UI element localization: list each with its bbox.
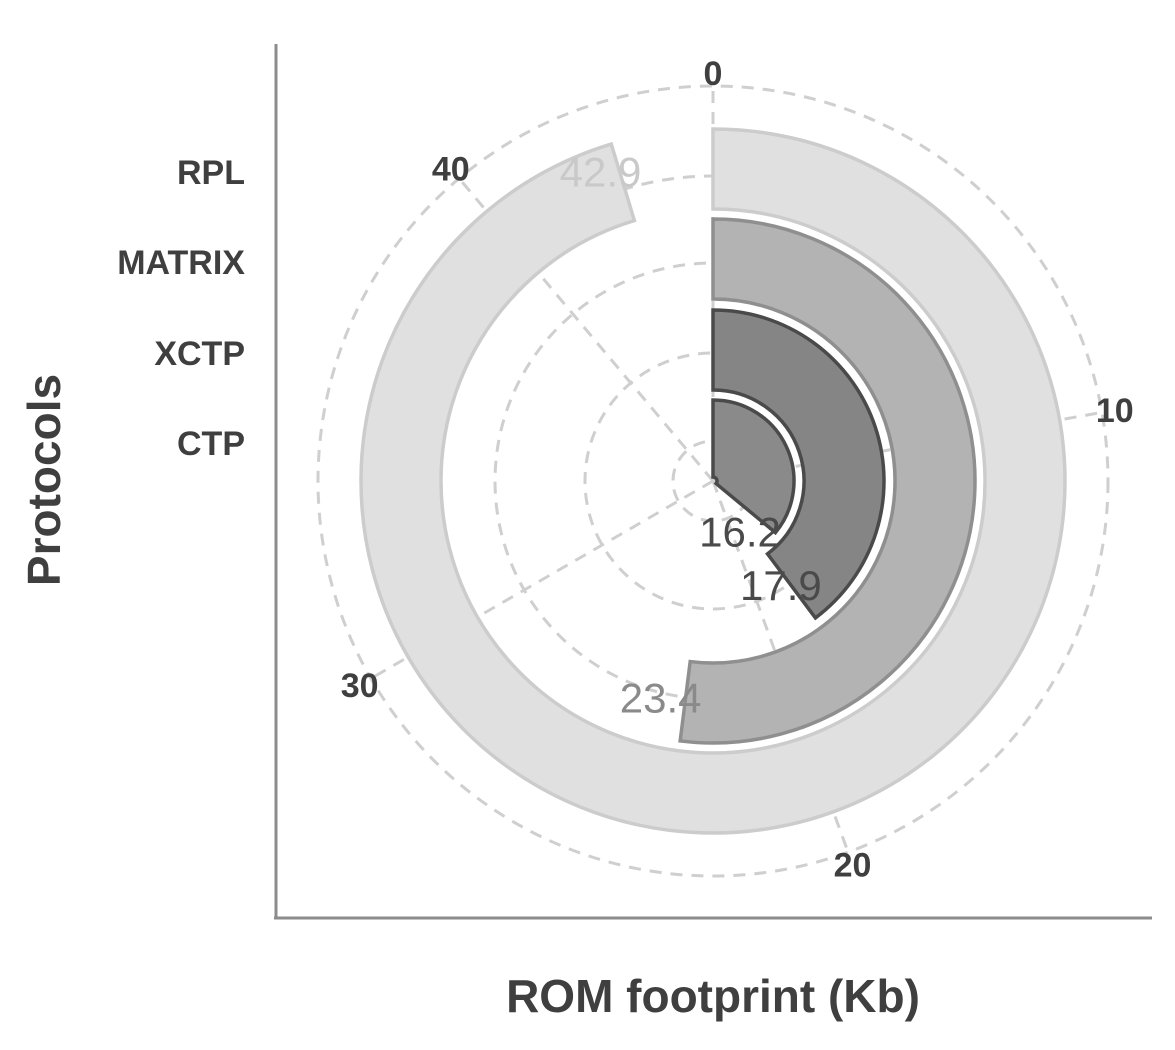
category-label-matrix: MATRIX [117, 244, 245, 282]
grid-spoke [370, 479, 714, 680]
tick-label-40: 40 [432, 150, 470, 188]
value-label-matrix: 23.4 [620, 674, 702, 721]
tick-label-0: 0 [704, 55, 723, 93]
grid-ring [316, 84, 1110, 878]
bar-rpl [359, 127, 1067, 835]
value-label-ctp: 16.2 [699, 509, 781, 556]
category-label-rpl: RPL [177, 154, 245, 192]
tick-label-20: 20 [834, 846, 872, 884]
value-labels: 42.9 23.4 17.9 16.2 [560, 149, 822, 722]
tick-label-30: 30 [341, 667, 379, 705]
category-label-xctp: XCTP [154, 335, 245, 373]
value-label-rpl: 42.9 [560, 149, 642, 196]
tick-label-10: 10 [1096, 392, 1134, 430]
grid-spoke [457, 177, 715, 482]
angular-tick-labels: 0 10 20 30 40 [341, 55, 1134, 884]
bar-ctp [711, 398, 796, 536]
category-label-ctp: CTP [177, 425, 245, 463]
x-axis-title: ROM footprint (Kb) [506, 970, 920, 1022]
bar-xctp [711, 308, 886, 621]
category-labels: RPL MATRIX XCTP CTP [117, 154, 245, 463]
radial-bars [359, 127, 1067, 835]
value-label-xctp: 17.9 [740, 562, 822, 609]
bar-matrix [678, 217, 977, 745]
y-axis-title: Protocols [18, 374, 70, 586]
